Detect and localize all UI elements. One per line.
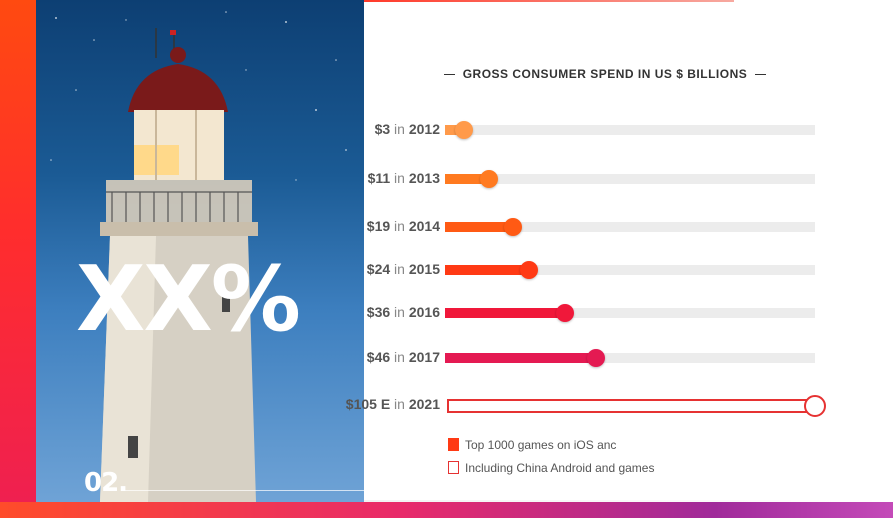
bar-value-text: $3 bbox=[374, 121, 391, 137]
bar-value-text: $105 E bbox=[345, 396, 391, 412]
legend-item-outline: Including China Android and games bbox=[448, 461, 654, 475]
bar-connector-text: in bbox=[390, 349, 409, 365]
bar-connector-text: in bbox=[390, 218, 409, 234]
bar-knob bbox=[556, 304, 574, 322]
bar-year-text: 2017 bbox=[408, 349, 440, 365]
bar-year-text: 2015 bbox=[408, 261, 440, 277]
bar-knob bbox=[504, 218, 522, 236]
bar-year-text: 2016 bbox=[408, 304, 440, 320]
bar-label: $36 in 2016 bbox=[367, 302, 440, 322]
bottom-gradient-bar bbox=[0, 502, 893, 518]
bar-value-text: $36 bbox=[366, 304, 391, 320]
bar-label: $19 in 2014 bbox=[367, 216, 440, 236]
bar-label: $3 in 2012 bbox=[375, 119, 440, 139]
bar-row-2017: $46 in 2017 bbox=[360, 345, 820, 369]
bar-row-2013: $11 in 2013 bbox=[360, 166, 820, 190]
bar-year-text: 2013 bbox=[408, 170, 440, 186]
legend-swatch-outline bbox=[448, 461, 459, 474]
bar-fill bbox=[445, 308, 565, 318]
bar-value-text: $46 bbox=[366, 349, 391, 365]
top-accent-line bbox=[364, 0, 734, 2]
bar-value-text: $11 bbox=[367, 170, 391, 186]
bar-knob bbox=[520, 261, 538, 279]
bar-connector-text: in bbox=[390, 261, 409, 277]
big-percent-text: XX% bbox=[76, 247, 301, 352]
lighthouse-photo: XX% 02. bbox=[36, 0, 364, 502]
chart-title: GROSS CONSUMER SPEND IN US $ BILLIONS bbox=[444, 64, 766, 84]
bar-track bbox=[445, 304, 815, 322]
bar-track bbox=[445, 218, 815, 236]
chart-title-text: GROSS CONSUMER SPEND IN US $ BILLIONS bbox=[462, 67, 748, 81]
bar-label: $46 in 2017 bbox=[367, 347, 440, 367]
bar-connector-text: in bbox=[390, 304, 409, 320]
slide-number: 02. bbox=[84, 468, 128, 498]
bar-knob bbox=[455, 121, 473, 139]
slide-number-divider bbox=[124, 490, 364, 491]
bar-value-text: $24 bbox=[366, 261, 391, 277]
bar-fill bbox=[445, 125, 464, 135]
bar-label: $24 in 2015 bbox=[367, 259, 440, 279]
bar-outline bbox=[447, 395, 826, 417]
bar-fill bbox=[445, 265, 529, 275]
bar-fill bbox=[445, 174, 489, 184]
bar-year-text: 2014 bbox=[408, 218, 440, 234]
bar-fill bbox=[445, 222, 513, 232]
bar-track bbox=[445, 261, 815, 279]
legend-label: Including China Android and games bbox=[465, 461, 655, 475]
bar-year-text: 2021 bbox=[408, 396, 440, 412]
bar-row-2021: $105 E in 2021 bbox=[346, 392, 826, 417]
title-dash-right bbox=[755, 73, 766, 75]
bar-connector-text: in bbox=[390, 170, 409, 186]
bar-knob bbox=[480, 170, 498, 188]
lighthouse-illustration bbox=[50, 11, 347, 502]
bar-connector-text: in bbox=[390, 121, 409, 137]
legend-label: Top 1000 games on iOS anc bbox=[465, 438, 617, 452]
bar-knob bbox=[804, 395, 826, 417]
bar-row-2012: $3 in 2012 bbox=[360, 117, 820, 141]
legend-swatch-filled bbox=[448, 438, 459, 451]
accent-strip bbox=[0, 0, 36, 518]
bar-knob bbox=[587, 349, 605, 367]
bar-track bbox=[445, 349, 815, 367]
bar-row-2014: $19 in 2014 bbox=[360, 214, 820, 238]
bar-year-text: 2012 bbox=[408, 121, 440, 137]
bar-row-2016: $36 in 2016 bbox=[360, 300, 820, 324]
bar-row-2015: $24 in 2015 bbox=[360, 257, 820, 281]
bar-track bbox=[445, 121, 815, 139]
bar-connector-text: in bbox=[390, 396, 409, 412]
title-dash-left bbox=[444, 73, 455, 75]
bar-track bbox=[445, 170, 815, 188]
legend-item-filled: Top 1000 games on iOS anc bbox=[448, 438, 616, 452]
bar-label: $11 in 2013 bbox=[368, 168, 440, 188]
bar-fill bbox=[445, 353, 596, 363]
bar-value-text: $19 bbox=[366, 218, 391, 234]
bar-label: $105 E in 2021 bbox=[346, 394, 440, 414]
